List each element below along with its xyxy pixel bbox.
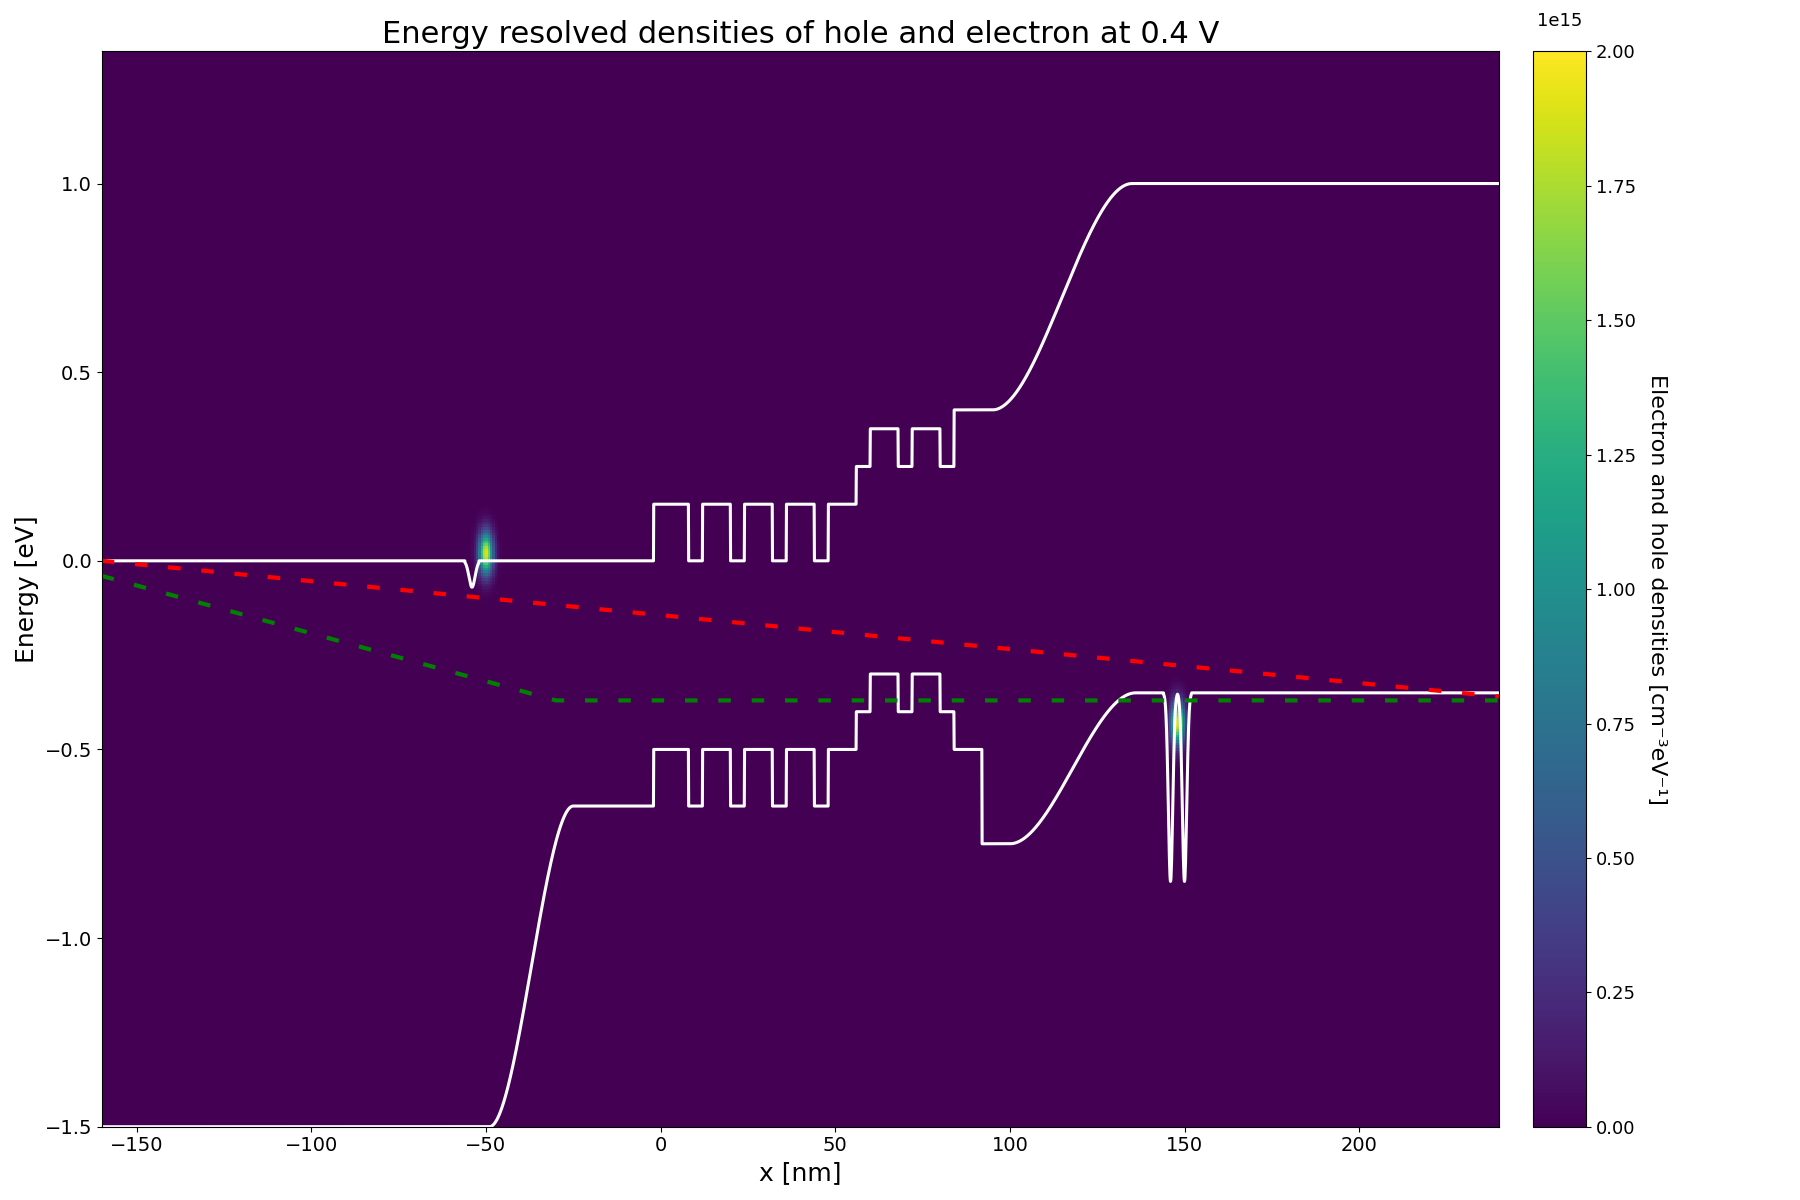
Title: Energy resolved densities of hole and electron at 0.4 V: Energy resolved densities of hole and el… [382, 20, 1219, 49]
Y-axis label: Energy [eV]: Energy [eV] [14, 515, 40, 662]
Text: 1e15: 1e15 [1537, 12, 1582, 30]
X-axis label: x [nm]: x [nm] [760, 1162, 842, 1184]
Y-axis label: Electron and hole densities [cm⁻³eV⁻¹]: Electron and hole densities [cm⁻³eV⁻¹] [1647, 373, 1667, 804]
